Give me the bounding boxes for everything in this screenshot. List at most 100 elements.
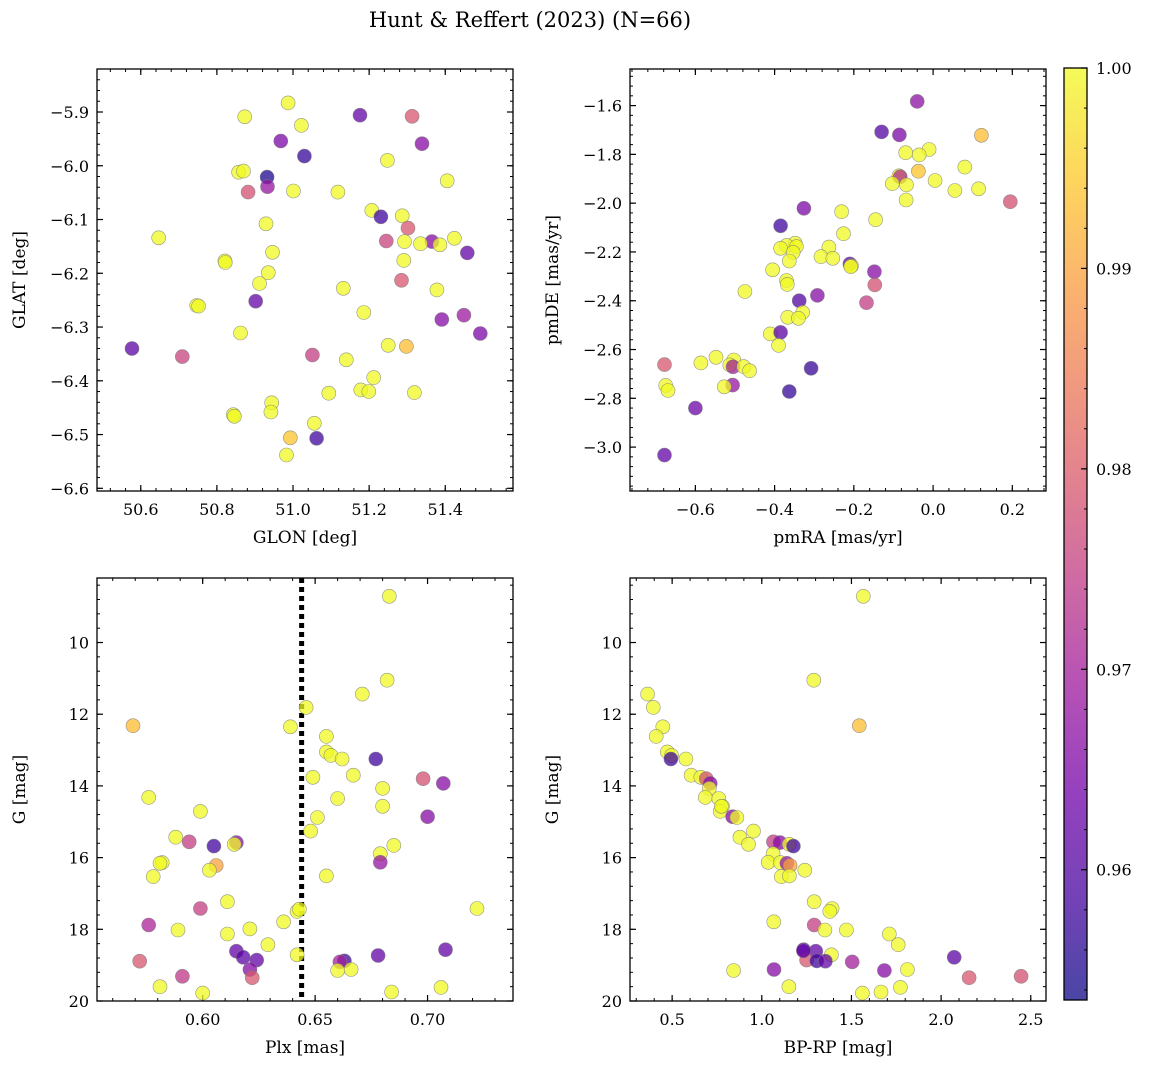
sky-data-point (309, 430, 324, 446)
proper-motion-data-point (836, 226, 851, 241)
color-magnitude-data-point (818, 953, 833, 969)
proper-motion-data-point (765, 262, 780, 278)
parallax-magnitude-data-point (438, 942, 453, 958)
proper-motion-data-point (660, 383, 676, 398)
proper-motion-data-point (825, 250, 841, 266)
color-magnitude-data-point (678, 751, 694, 767)
sky-data-point (265, 245, 280, 260)
color-magnitude-data-point (746, 823, 761, 839)
proper-motion-data-point (781, 253, 797, 269)
sky-data-point (373, 209, 389, 225)
parallax-magnitude-y-tick-label: 20 (69, 992, 89, 1011)
colorbar-frame (1063, 67, 1088, 1001)
proper-motion-data-point (688, 400, 703, 416)
proper-motion-data-point (693, 355, 709, 371)
sky-data-point (400, 220, 416, 236)
parallax-magnitude-data-point (220, 926, 235, 942)
proper-motion-data-point (657, 357, 672, 372)
sky-x-axis-label: GLON [deg] (253, 528, 357, 548)
color-magnitude-data-point (946, 949, 962, 965)
colorbar-tick-label: 0.98 (1096, 460, 1132, 479)
parallax-magnitude-data-point (244, 970, 260, 986)
sky-data-point (297, 148, 312, 164)
proper-motion-y-tick-label: −2.6 (583, 341, 622, 360)
parallax-magnitude-y-tick-label: 14 (69, 777, 89, 796)
color-magnitude-data-point (726, 963, 741, 978)
sky-data-point (456, 307, 472, 323)
sky-y-tick-label: −6.1 (50, 211, 89, 230)
sky-data-point (414, 136, 430, 151)
parallax-magnitude-data-point (226, 836, 242, 852)
color-magnitude-data-point (855, 588, 871, 604)
proper-motion-data-point (867, 277, 883, 293)
sky-data-point (397, 234, 412, 249)
parallax-magnitude-data-point (368, 751, 384, 767)
proper-motion-x-axis-label: pmRA [mas/yr] (773, 528, 902, 548)
colorbar-gradient (1064, 68, 1087, 1000)
parallax-magnitude-data-point (303, 823, 318, 839)
sky-data-point (330, 184, 346, 200)
parallax-magnitude-data-point (193, 901, 208, 916)
proper-motion-axes-frame (629, 68, 1047, 492)
proper-motion-data-point (899, 177, 914, 193)
sky-data-point (151, 230, 166, 246)
color-magnitude-data-point (890, 937, 906, 953)
colorbar-tick-label: 1.00 (1096, 59, 1132, 78)
sky-x-tick-label: 50.8 (199, 500, 235, 519)
color-magnitude-data-point (697, 790, 713, 805)
sky-data-point (394, 208, 410, 224)
color-magnitude-y-tick-label: 12 (602, 705, 622, 724)
proper-motion-data-point (771, 338, 786, 353)
parallax-magnitude-data-point (330, 963, 345, 978)
parallax-magnitude-data-point (292, 901, 307, 917)
color-magnitude-data-point (844, 954, 860, 970)
sky-data-point (273, 133, 289, 149)
color-magnitude-x-tick-label: 2.5 (1018, 1010, 1043, 1029)
color-magnitude-data-point (741, 836, 756, 852)
sky-data-point (260, 265, 276, 281)
proper-motion-data-point (884, 176, 900, 191)
sky-data-point (233, 325, 248, 341)
parallax-magnitude-data-point (260, 937, 276, 953)
parallax-magnitude-data-point (206, 838, 222, 854)
sky-data-point (434, 312, 450, 327)
sky-data-point (305, 347, 320, 363)
parallax-magnitude-data-point (370, 948, 386, 963)
parallax-magnitude-data-point (170, 922, 186, 938)
parallax-magnitude-data-point (469, 901, 485, 916)
sky-y-tick-label: −6.5 (50, 426, 89, 445)
color-magnitude-data-point (1013, 968, 1029, 984)
sky-data-point (252, 276, 267, 291)
panel-color-magnitude-diagram: 0.5 1.0 1.5 2.0 2.5 10 12 14 16 18 20 BP-RP [mag] G … (543, 577, 1047, 1058)
color-magnitude-data-point (781, 979, 797, 995)
proper-motion-y-tick-label: −1.8 (583, 145, 622, 164)
parallax-magnitude-data-point (242, 921, 258, 937)
proper-motion-data-point (947, 183, 963, 198)
sky-data-point (248, 293, 263, 309)
proper-motion-data-point (874, 124, 889, 140)
sky-y-tick-label: −6.4 (50, 372, 89, 391)
proper-motion-data-point (957, 159, 973, 175)
proper-motion-data-point (834, 204, 849, 219)
color-magnitude-data-point (786, 838, 801, 854)
proper-motion-data-point (927, 173, 943, 188)
color-magnitude-data-point (766, 962, 782, 977)
parallax-magnitude-data-point (386, 838, 402, 853)
parallax-magnitude-data-point (305, 769, 321, 785)
parallax-magnitude-data-point (379, 672, 395, 688)
parallax-magnitude-data-point (132, 953, 147, 969)
parallax-magnitude-data-point (345, 767, 361, 783)
proper-motion-y-tick-label: −1.6 (583, 97, 622, 116)
proper-motion-y-tick-label: −2.8 (583, 389, 622, 408)
sky-data-point (338, 352, 354, 368)
color-magnitude-y-tick-label: 10 (602, 634, 622, 653)
proper-motion-data-point (803, 360, 819, 376)
sky-y-axis-label: GLAT [deg] (10, 231, 30, 329)
color-magnitude-data-point (806, 672, 822, 688)
proper-motion-y-tick-label: −2.4 (583, 292, 622, 311)
color-magnitude-data-point (873, 984, 889, 1000)
parallax-magnitude-data-point (289, 947, 305, 963)
proper-motion-data-point (1002, 194, 1018, 209)
parallax-magnitude-data-point (415, 771, 431, 787)
color-magnitude-data-point (961, 970, 977, 986)
